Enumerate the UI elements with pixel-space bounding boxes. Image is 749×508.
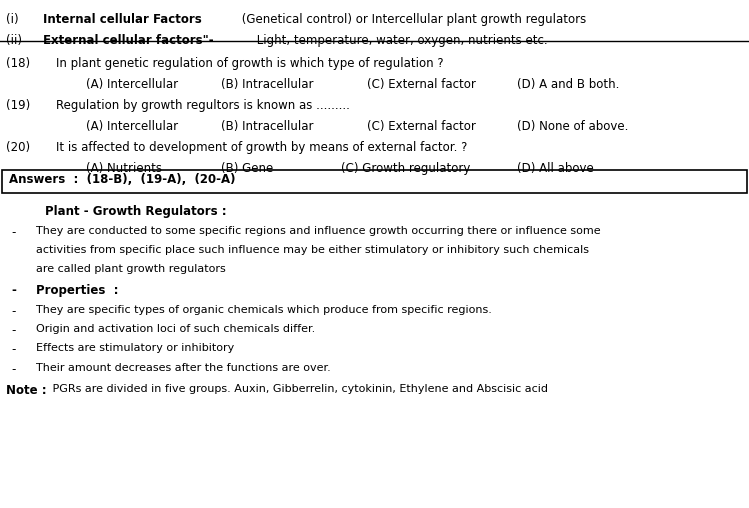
Text: -: - xyxy=(11,283,16,297)
Text: Their amount decreases after the functions are over.: Their amount decreases after the functio… xyxy=(36,363,331,372)
Text: -: - xyxy=(11,305,16,318)
Text: (19): (19) xyxy=(6,99,30,112)
Text: (D) None of above.: (D) None of above. xyxy=(517,120,628,133)
Text: Note :: Note : xyxy=(6,384,46,397)
Text: are called plant growth regulators: are called plant growth regulators xyxy=(36,264,225,274)
Text: (Genetical control) or Intercellular plant growth regulators: (Genetical control) or Intercellular pla… xyxy=(238,13,586,26)
Text: (A) Nutrients: (A) Nutrients xyxy=(86,163,162,175)
Text: (B) Intracellular: (B) Intracellular xyxy=(221,78,313,91)
Text: (i): (i) xyxy=(6,13,19,26)
Text: (ii): (ii) xyxy=(6,34,22,47)
Text: (18): (18) xyxy=(6,57,30,70)
Text: They are specific types of organic chemicals which produce from specific regions: They are specific types of organic chemi… xyxy=(36,305,492,314)
Text: Light, temperature, water, oxygen, nutrients etc.: Light, temperature, water, oxygen, nutri… xyxy=(253,34,548,47)
Text: (20): (20) xyxy=(6,141,30,154)
Text: -: - xyxy=(11,324,16,337)
Text: Answers  :  (18-B),  (19-A),  (20-A): Answers : (18-B), (19-A), (20-A) xyxy=(9,173,235,186)
Text: (B) Gene: (B) Gene xyxy=(221,163,273,175)
Text: activities from specific place such influence may be either stimulatory or inhib: activities from specific place such infl… xyxy=(36,245,589,255)
Text: (B) Intracellular: (B) Intracellular xyxy=(221,120,313,133)
Text: (D) All above: (D) All above xyxy=(517,163,593,175)
Text: Origin and activation loci of such chemicals differ.: Origin and activation loci of such chemi… xyxy=(36,324,315,334)
Text: Effects are stimulatory or inhibitory: Effects are stimulatory or inhibitory xyxy=(36,343,234,353)
Text: Internal cellular Factors: Internal cellular Factors xyxy=(43,13,202,26)
Text: -: - xyxy=(11,226,16,239)
Text: External cellular factors"-: External cellular factors"- xyxy=(43,34,214,47)
Text: Properties  :: Properties : xyxy=(36,283,118,297)
Text: Plant - Growth Regulators :: Plant - Growth Regulators : xyxy=(45,205,226,217)
Text: (A) Intercellular: (A) Intercellular xyxy=(86,120,178,133)
Text: (C) External factor: (C) External factor xyxy=(367,78,476,91)
Text: (A) Intercellular: (A) Intercellular xyxy=(86,78,178,91)
Text: (C) External factor: (C) External factor xyxy=(367,120,476,133)
Text: PGRs are divided in five groups. Auxin, Gibberrelin, cytokinin, Ethylene and Abs: PGRs are divided in five groups. Auxin, … xyxy=(49,384,548,394)
Text: In plant genetic regulation of growth is which type of regulation ?: In plant genetic regulation of growth is… xyxy=(56,57,444,70)
Text: (D) A and B both.: (D) A and B both. xyxy=(517,78,619,91)
Text: -: - xyxy=(11,363,16,375)
Text: (C) Growth regulatory: (C) Growth regulatory xyxy=(341,163,470,175)
Text: -: - xyxy=(11,343,16,356)
Text: It is affected to development of growth by means of external factor. ?: It is affected to development of growth … xyxy=(56,141,467,154)
FancyBboxPatch shape xyxy=(2,170,747,193)
Text: Regulation by growth regultors is known as .........: Regulation by growth regultors is known … xyxy=(56,99,350,112)
Text: They are conducted to some specific regions and influence growth occurring there: They are conducted to some specific regi… xyxy=(36,226,601,236)
